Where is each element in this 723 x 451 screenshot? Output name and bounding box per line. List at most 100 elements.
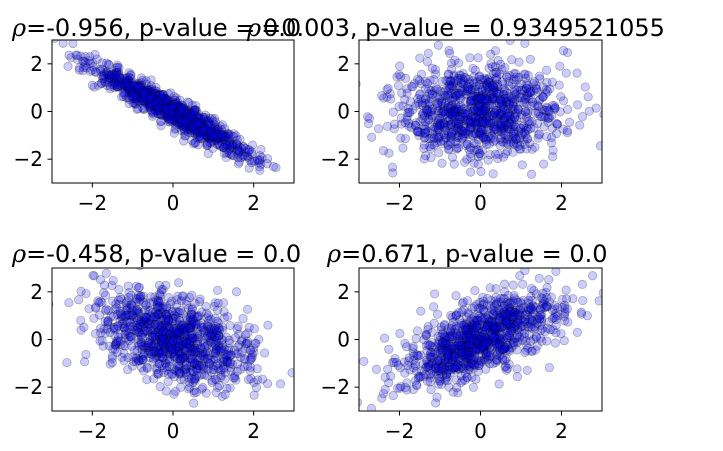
data-point bbox=[601, 72, 602, 74]
data-point bbox=[481, 75, 491, 85]
data-point bbox=[460, 351, 470, 361]
data-point bbox=[132, 354, 142, 364]
data-point bbox=[516, 314, 526, 324]
data-point bbox=[434, 94, 444, 104]
data-point bbox=[222, 350, 232, 360]
data-point bbox=[180, 345, 190, 355]
data-point bbox=[126, 85, 136, 95]
data-point bbox=[458, 75, 468, 85]
data-point bbox=[219, 362, 229, 373]
data-point bbox=[533, 107, 543, 117]
data-point bbox=[145, 101, 155, 111]
data-point bbox=[499, 90, 509, 100]
data-point bbox=[240, 330, 251, 340]
data-point bbox=[189, 109, 199, 120]
data-point bbox=[534, 71, 545, 81]
data-point bbox=[492, 356, 502, 366]
data-point bbox=[471, 106, 481, 116]
data-point bbox=[144, 99, 154, 109]
data-point bbox=[510, 333, 520, 344]
data-point bbox=[76, 51, 86, 61]
data-point bbox=[210, 117, 221, 127]
data-point bbox=[520, 94, 530, 105]
data-point bbox=[117, 77, 127, 87]
data-point bbox=[192, 365, 202, 375]
data-point bbox=[163, 89, 173, 99]
data-point bbox=[228, 140, 238, 150]
data-point bbox=[426, 93, 436, 103]
data-point bbox=[591, 103, 601, 113]
data-point bbox=[447, 110, 457, 120]
data-point bbox=[541, 88, 551, 98]
data-point bbox=[463, 348, 473, 358]
data-point bbox=[533, 101, 543, 111]
data-point bbox=[539, 105, 550, 115]
data-point bbox=[174, 364, 184, 374]
data-point bbox=[102, 80, 112, 91]
data-point bbox=[192, 128, 202, 138]
data-point bbox=[483, 322, 493, 332]
data-point bbox=[503, 123, 513, 133]
data-point bbox=[80, 57, 91, 68]
data-point bbox=[520, 314, 530, 324]
data-point bbox=[480, 103, 490, 113]
data-point bbox=[524, 116, 534, 126]
data-point bbox=[134, 296, 144, 307]
data-point bbox=[166, 88, 176, 98]
data-point bbox=[495, 294, 505, 304]
data-point bbox=[249, 324, 259, 334]
data-point bbox=[526, 319, 536, 329]
data-point bbox=[172, 119, 182, 130]
data-point bbox=[204, 315, 214, 326]
data-point bbox=[249, 377, 259, 387]
data-point bbox=[429, 289, 440, 299]
data-point bbox=[211, 128, 221, 139]
data-point bbox=[124, 88, 134, 98]
data-point bbox=[165, 337, 175, 348]
data-point bbox=[395, 328, 405, 339]
data-point bbox=[152, 93, 162, 104]
data-point bbox=[502, 135, 512, 145]
data-point bbox=[475, 313, 486, 323]
data-point bbox=[162, 303, 172, 313]
data-point bbox=[158, 323, 168, 333]
data-point bbox=[132, 104, 142, 114]
data-point bbox=[506, 312, 516, 323]
data-point bbox=[470, 92, 480, 102]
data-point bbox=[467, 372, 477, 382]
data-point bbox=[493, 110, 503, 120]
data-point bbox=[142, 325, 152, 336]
data-point bbox=[78, 66, 88, 76]
data-point bbox=[171, 312, 181, 322]
data-point bbox=[192, 312, 202, 322]
data-point bbox=[124, 292, 134, 303]
data-point bbox=[188, 118, 198, 128]
data-point bbox=[195, 113, 206, 124]
data-point bbox=[180, 356, 190, 366]
data-point bbox=[523, 343, 533, 353]
data-point bbox=[500, 112, 510, 123]
data-point bbox=[123, 83, 133, 94]
data-point bbox=[387, 162, 398, 172]
data-point bbox=[173, 112, 183, 122]
data-point bbox=[113, 321, 123, 331]
data-point bbox=[511, 295, 521, 305]
data-point bbox=[477, 301, 487, 311]
data-point bbox=[510, 90, 520, 100]
data-point bbox=[142, 313, 152, 323]
data-point bbox=[155, 352, 165, 362]
data-point bbox=[141, 92, 152, 102]
data-point bbox=[146, 315, 156, 326]
data-point bbox=[235, 143, 245, 153]
data-point bbox=[158, 333, 168, 343]
data-point bbox=[127, 89, 137, 99]
data-point bbox=[163, 95, 173, 105]
data-point bbox=[179, 105, 189, 115]
data-point bbox=[466, 354, 476, 364]
data-point bbox=[456, 345, 466, 356]
data-point bbox=[442, 344, 453, 354]
data-point bbox=[474, 149, 485, 159]
data-point bbox=[138, 93, 148, 103]
data-point bbox=[491, 327, 501, 337]
data-point bbox=[452, 323, 462, 333]
